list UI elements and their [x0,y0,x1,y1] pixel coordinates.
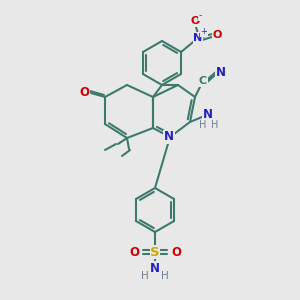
Text: -: - [198,11,202,20]
Text: O: O [212,30,222,40]
Text: O: O [171,245,181,259]
Text: C: C [199,76,207,86]
Text: H: H [141,271,149,281]
Text: H: H [199,120,207,130]
Text: H: H [161,271,169,281]
Text: +: + [201,28,208,37]
Text: N: N [150,262,160,275]
Text: O: O [129,245,139,259]
Text: N: N [216,65,226,79]
Text: N: N [194,33,203,43]
Text: H: H [211,120,219,130]
Text: S: S [150,245,160,259]
Text: O: O [79,85,89,98]
Text: O: O [190,16,200,26]
Text: N: N [164,130,174,143]
Text: N: N [203,109,213,122]
